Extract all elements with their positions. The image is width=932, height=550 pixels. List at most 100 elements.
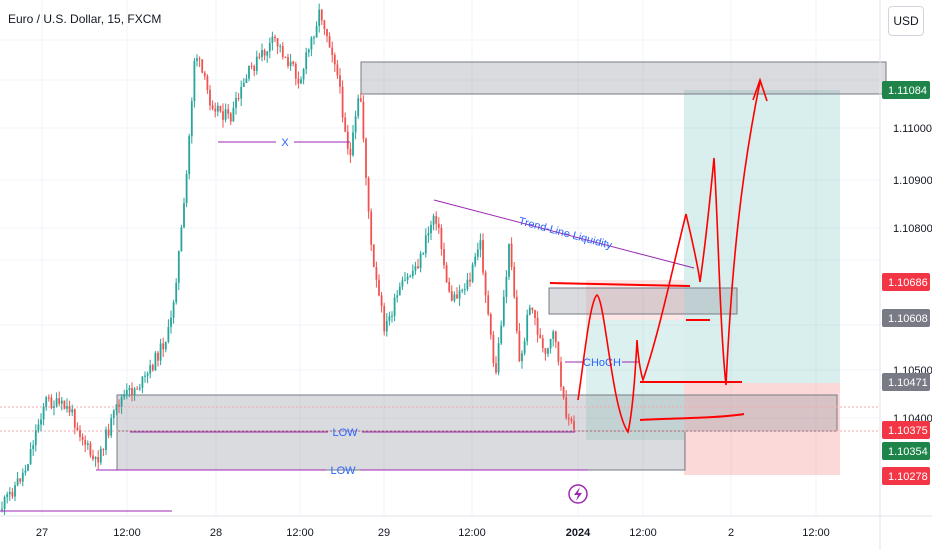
candle-body (297, 78, 300, 84)
candle-body (110, 417, 113, 436)
candle (419, 250, 422, 273)
candle-body (560, 361, 562, 387)
price-badge-bg (882, 373, 930, 391)
candle (159, 338, 162, 366)
candle (505, 270, 508, 304)
candle-body (432, 215, 435, 225)
candle (68, 400, 71, 417)
candle-body (183, 203, 185, 228)
candle-body (375, 267, 378, 280)
candle (328, 32, 331, 48)
candle-body (505, 276, 508, 297)
candle-body (544, 348, 547, 354)
candle (336, 59, 339, 79)
candle (133, 386, 136, 401)
candle (227, 104, 230, 119)
candle-body (487, 295, 490, 315)
candle (427, 226, 430, 243)
candle-body (463, 289, 466, 291)
candle-body (68, 406, 71, 413)
target-zone (684, 90, 840, 383)
candle-body (331, 47, 334, 56)
candle (461, 288, 464, 293)
candle (136, 386, 139, 390)
candle-body (24, 470, 27, 473)
candle (339, 68, 341, 94)
candle-body (281, 46, 284, 58)
candle-body (21, 472, 24, 482)
candle-body (266, 51, 269, 56)
candle (284, 56, 287, 59)
candle-body (450, 291, 453, 301)
candle (162, 337, 165, 358)
candle-body (50, 397, 53, 408)
currency-button[interactable]: USD (888, 6, 924, 36)
candle (198, 56, 201, 68)
candle (84, 435, 87, 453)
candle-body (154, 352, 157, 371)
candle (71, 404, 74, 416)
candle (484, 270, 487, 304)
candle-body (172, 302, 175, 318)
trend-line (433, 199, 695, 269)
candle-body (359, 98, 362, 102)
candle-body (437, 223, 440, 228)
candle (365, 137, 367, 186)
candle (492, 330, 495, 367)
candle (526, 309, 529, 346)
candle (495, 356, 497, 375)
price-badge: 1.10471 (882, 373, 930, 391)
candle (370, 208, 373, 252)
candle (201, 59, 204, 74)
candle (42, 403, 45, 426)
candle (471, 262, 474, 284)
candle-body (253, 66, 256, 71)
candle (476, 242, 479, 261)
price-badge-bg (882, 421, 930, 439)
candle-body (456, 294, 458, 299)
candle (190, 97, 193, 144)
candle (219, 105, 222, 113)
candle-body (167, 326, 170, 342)
candle (47, 394, 50, 402)
candle (443, 242, 445, 269)
candle-body (193, 61, 196, 102)
candle (203, 70, 206, 80)
candle (424, 228, 427, 258)
candle-body (287, 57, 289, 66)
candle-body (492, 334, 495, 364)
time-tick-label: 27 (36, 527, 48, 539)
candle (539, 328, 542, 339)
candle-body (63, 400, 66, 409)
candle (487, 290, 490, 317)
candle-body (102, 448, 105, 450)
candle (463, 283, 466, 295)
candle-body (474, 256, 477, 265)
candle (541, 334, 544, 353)
candle (411, 264, 414, 279)
candle (531, 307, 534, 314)
candle (164, 341, 167, 353)
candle (185, 170, 188, 208)
candle-body (276, 38, 279, 47)
candle-body (500, 325, 503, 344)
candle-body (237, 98, 240, 100)
candle (183, 197, 185, 229)
candle-body (346, 131, 349, 149)
candle-body (388, 316, 391, 321)
candle (404, 271, 406, 282)
candle (216, 102, 219, 117)
candle-body (89, 443, 92, 456)
candle (21, 468, 24, 487)
supply-zone (360, 61, 887, 95)
candle (502, 290, 505, 328)
candle-body (14, 485, 16, 497)
candle (489, 312, 492, 340)
candle-body (445, 265, 448, 282)
candle (326, 28, 328, 43)
candle-body (55, 398, 58, 407)
candle (123, 389, 126, 400)
candle (380, 291, 383, 313)
